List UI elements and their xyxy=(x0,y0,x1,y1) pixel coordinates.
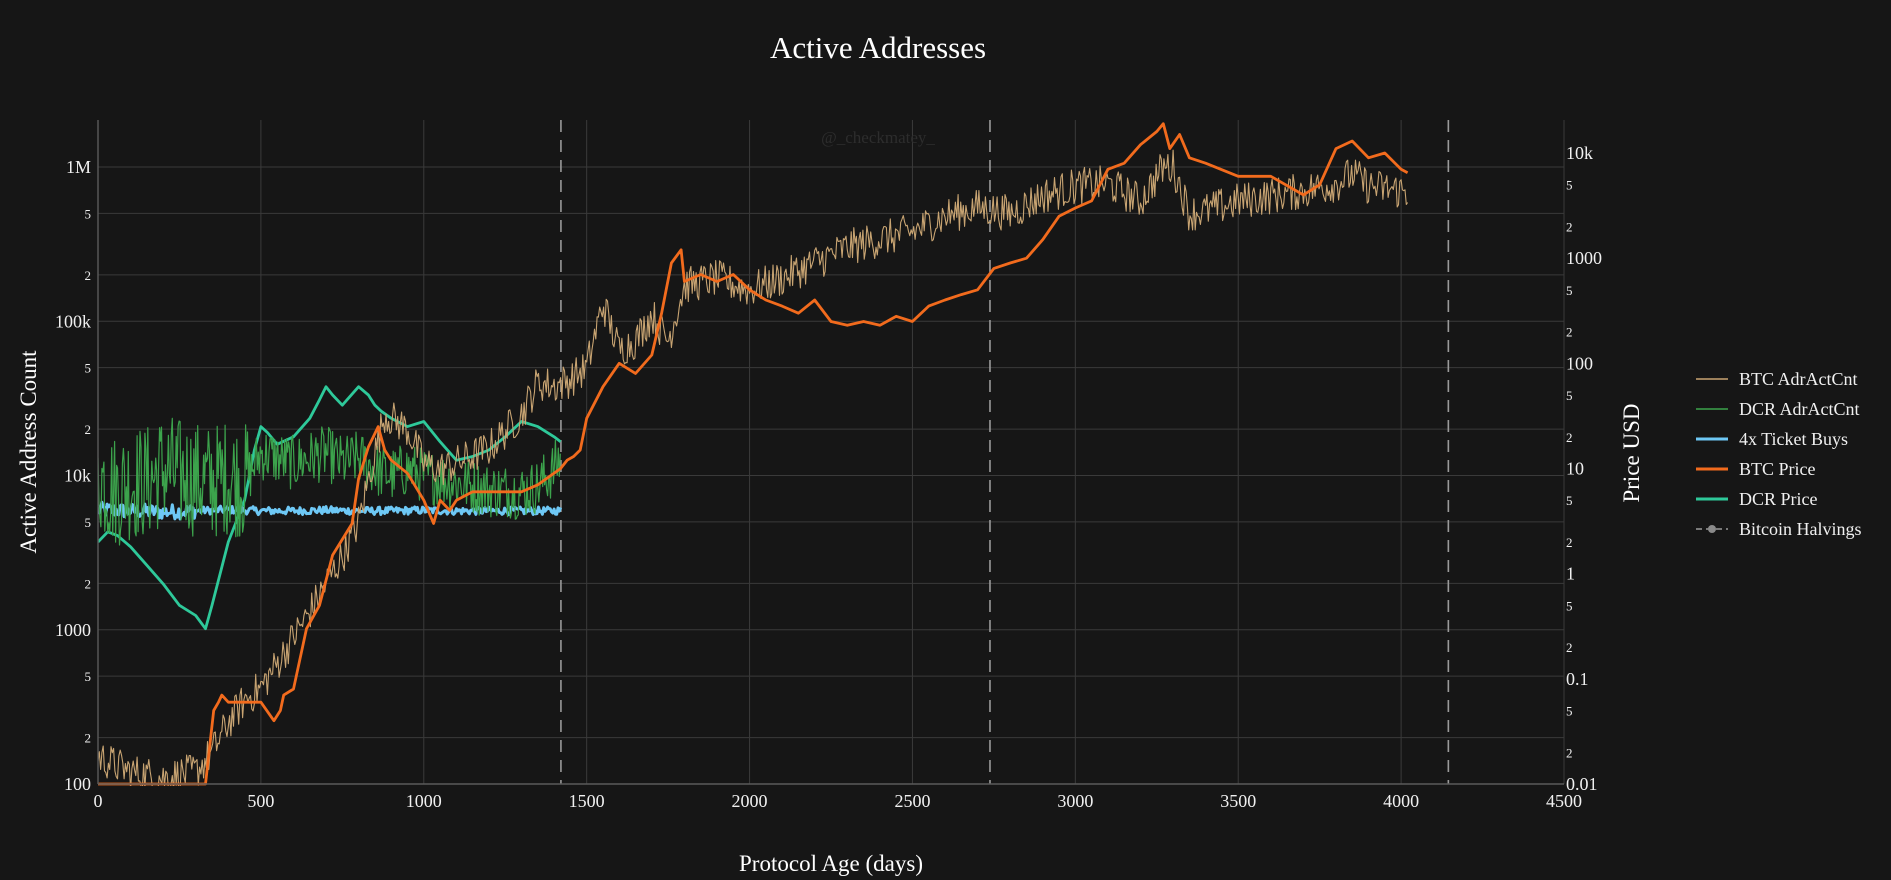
x-tick-label: 3500 xyxy=(1220,791,1256,811)
y-minor-tick-label: 2 xyxy=(85,731,92,746)
y-minor-tick-label: 5 xyxy=(85,361,92,376)
y2-minor-tick-label: 2 xyxy=(1566,430,1573,445)
y-minor-tick-label: 5 xyxy=(85,669,92,684)
series-line-dcr-price xyxy=(98,385,562,631)
y2-tick-label: 10k xyxy=(1566,143,1593,163)
legend-label: Bitcoin Halvings xyxy=(1739,519,1862,539)
x-tick-label: 0 xyxy=(94,791,103,811)
y-minor-tick-label: 5 xyxy=(85,206,92,221)
series-line-4x-ticket-buys xyxy=(98,500,563,521)
y2-minor-tick-label: 5 xyxy=(1566,703,1573,718)
y2-minor-tick-label: 2 xyxy=(1566,220,1573,235)
y-minor-tick-label: 2 xyxy=(85,422,92,437)
y2-tick-label: 0.1 xyxy=(1566,669,1589,689)
legend-item[interactable]: BTC Price xyxy=(1696,459,1816,479)
y-tick-label: 1M xyxy=(66,157,91,177)
chart-title: Active Addresses xyxy=(770,30,986,65)
y2-tick-label: 100 xyxy=(1566,353,1593,373)
x-tick-label: 4500 xyxy=(1546,791,1582,811)
y2-minor-tick-label: 2 xyxy=(1566,325,1573,340)
x-tick-label: 4000 xyxy=(1383,791,1419,811)
legend-item[interactable]: BTC AdrActCnt xyxy=(1696,369,1858,389)
y-tick-label: 1000 xyxy=(55,620,91,640)
y2-minor-tick-label: 5 xyxy=(1566,388,1573,403)
y2-tick-label: 10 xyxy=(1566,459,1584,479)
y2-minor-tick-label: 2 xyxy=(1566,640,1573,655)
legend-label: DCR Price xyxy=(1739,489,1818,509)
x-tick-label: 1000 xyxy=(406,791,442,811)
x-tick-labels: 0 500 1000 1500 2000 2500 3000 3500 4000 4500 xyxy=(94,791,1583,811)
y-tick-label: 100 xyxy=(64,774,91,794)
x-tick-label: 1500 xyxy=(569,791,605,811)
x-tick-label: 500 xyxy=(247,791,274,811)
legend-label: BTC AdrActCnt xyxy=(1739,369,1858,389)
legend-label: BTC Price xyxy=(1739,459,1816,479)
x-tick-label: 2500 xyxy=(894,791,930,811)
y-tick-label: 100k xyxy=(55,311,91,331)
y2-minor-tick-label: 5 xyxy=(1566,178,1573,193)
y2-minor-tick-label: 5 xyxy=(1566,493,1573,508)
y-axis-label: Active Address Count xyxy=(16,350,41,554)
watermark: @_checkmatey_ xyxy=(821,128,935,147)
y-minor-tick-label: 2 xyxy=(85,268,92,283)
y2-tick-labels: 0.01 0.1 1 10 100 1000 10k 2 5 2 5 2 5 2 5 2 5 2 5 xyxy=(1566,143,1602,794)
x-tick-label: 2000 xyxy=(732,791,768,811)
y2-minor-tick-label: 5 xyxy=(1566,283,1573,298)
y2-tick-label: 0.01 xyxy=(1566,774,1598,794)
y2-tick-label: 1 xyxy=(1566,564,1575,584)
y-minor-tick-label: 2 xyxy=(85,576,92,591)
x-axis-label: Protocol Age (days) xyxy=(739,851,923,876)
y2-minor-tick-label: 2 xyxy=(1566,535,1573,550)
legend-label: 4x Ticket Buys xyxy=(1739,429,1848,449)
y-tick-label: 10k xyxy=(64,466,91,486)
x-tick-label: 3000 xyxy=(1057,791,1093,811)
halving-lines xyxy=(560,120,1450,784)
legend-label: DCR AdrActCnt xyxy=(1739,399,1860,419)
legend-item[interactable]: DCR Price xyxy=(1696,489,1818,509)
y-minor-tick-label: 5 xyxy=(85,515,92,530)
y2-tick-label: 1000 xyxy=(1566,248,1602,268)
series-line-btc-adractcnt xyxy=(98,149,1409,786)
series-line-dcr-adractcnt xyxy=(98,417,561,546)
y2-axis-label: Price USD xyxy=(1619,403,1644,502)
legend[interactable]: BTC AdrActCnt DCR AdrActCnt 4x Ticket Buys… xyxy=(1696,369,1862,539)
legend-item[interactable]: Bitcoin Halvings xyxy=(1696,519,1862,539)
y2-minor-tick-label: 5 xyxy=(1566,598,1573,613)
y2-minor-tick-label: 2 xyxy=(1566,745,1573,760)
legend-item[interactable]: 4x Ticket Buys xyxy=(1696,429,1848,449)
series-group xyxy=(98,122,1409,786)
y-tick-labels: 100 1000 10k 100k 1M 2 5 2 5 2 5 2 5 xyxy=(55,157,91,794)
legend-item[interactable]: DCR AdrActCnt xyxy=(1696,399,1860,419)
legend-marker xyxy=(1708,525,1716,533)
series-line-btc-price xyxy=(98,122,1409,786)
